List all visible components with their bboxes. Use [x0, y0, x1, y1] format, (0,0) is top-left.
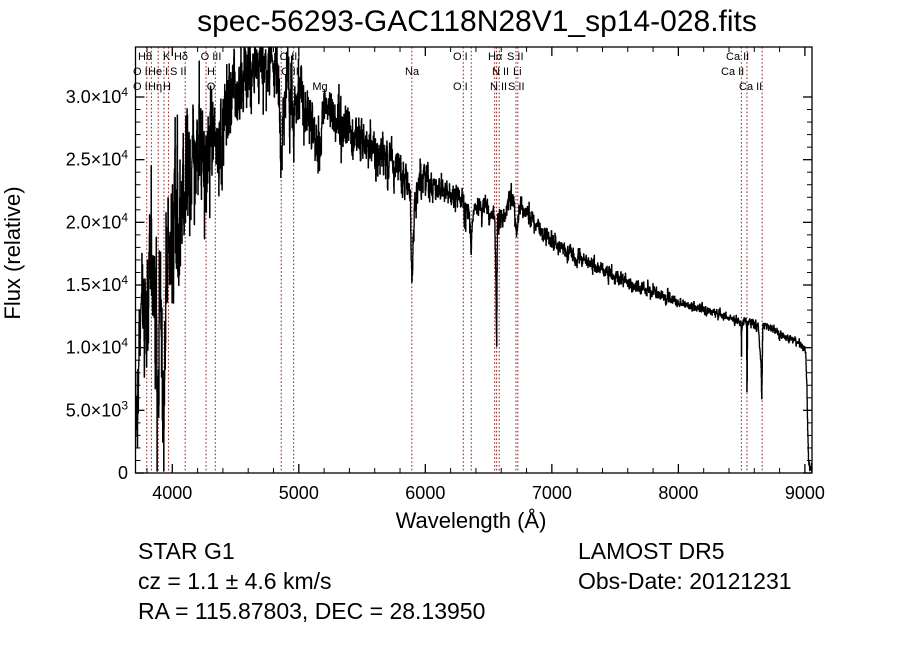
- svg-text:Ca II: Ca II: [739, 81, 762, 93]
- svg-text:7000: 7000: [532, 483, 572, 503]
- svg-text:Ca II: Ca II: [726, 51, 749, 63]
- svg-text:1.5×104: 1.5×104: [66, 273, 129, 295]
- svg-text:5000: 5000: [279, 483, 319, 503]
- svg-text:H: H: [163, 81, 171, 93]
- svg-text:5.0×103: 5.0×103: [66, 398, 129, 420]
- svg-text:Flux (relative): Flux (relative): [0, 186, 25, 319]
- svg-text:H: H: [207, 66, 215, 78]
- svg-text:Li: Li: [513, 66, 522, 78]
- svg-text:3.0×104: 3.0×104: [66, 85, 129, 107]
- svg-text:S II: S II: [170, 66, 187, 78]
- svg-text:RA = 115.87803, DEC = 28.1395: RA = 115.87803, DEC = 28.13950: [138, 598, 485, 624]
- svg-text:N II: N II: [492, 66, 509, 78]
- svg-text:Hθ: Hθ: [138, 51, 152, 63]
- svg-text:S II: S II: [507, 51, 524, 63]
- svg-text:O I: O I: [453, 51, 468, 63]
- svg-text:O II: O II: [281, 66, 299, 78]
- svg-text:Ca II: Ca II: [721, 66, 744, 78]
- svg-text:STAR G1: STAR G1: [138, 538, 235, 564]
- svg-text:0: 0: [118, 463, 128, 483]
- svg-text:Wavelength (Å): Wavelength (Å): [396, 508, 547, 533]
- svg-text:O: O: [207, 81, 216, 93]
- svg-text:O I: O I: [133, 66, 148, 78]
- svg-text:1.0×104: 1.0×104: [66, 336, 129, 358]
- svg-text:spec-56293-GAC118N28V1_sp14-02: spec-56293-GAC118N28V1_sp14-028.fits: [197, 5, 757, 38]
- svg-text:O III: O III: [201, 51, 222, 63]
- svg-text:Hδ: Hδ: [174, 51, 188, 63]
- svg-text:Hη: Hη: [148, 81, 162, 93]
- svg-text:He I: He I: [148, 66, 168, 78]
- svg-text:O I: O I: [133, 81, 148, 93]
- svg-text:2.0×104: 2.0×104: [66, 210, 129, 232]
- svg-text:S II: S II: [508, 81, 525, 93]
- svg-text:Na: Na: [405, 66, 420, 78]
- svg-text:O I: O I: [453, 81, 468, 93]
- svg-text:Hα: Hα: [488, 51, 503, 63]
- svg-text:cz = 1.1 ± 4.6 km/s: cz = 1.1 ± 4.6 km/s: [138, 568, 332, 594]
- svg-text:K: K: [163, 51, 171, 63]
- svg-text:2.5×104: 2.5×104: [66, 148, 129, 170]
- svg-text:Mg: Mg: [312, 81, 327, 93]
- svg-text:8000: 8000: [658, 483, 698, 503]
- svg-text:N II: N II: [490, 81, 507, 93]
- svg-text:4000: 4000: [152, 483, 192, 503]
- svg-text:9000: 9000: [785, 483, 825, 503]
- svg-text:6000: 6000: [405, 483, 445, 503]
- svg-text:Obs-Date: 20121231: Obs-Date: 20121231: [578, 568, 792, 594]
- svg-text:O III: O III: [280, 51, 301, 63]
- svg-text:LAMOST DR5: LAMOST DR5: [578, 538, 725, 564]
